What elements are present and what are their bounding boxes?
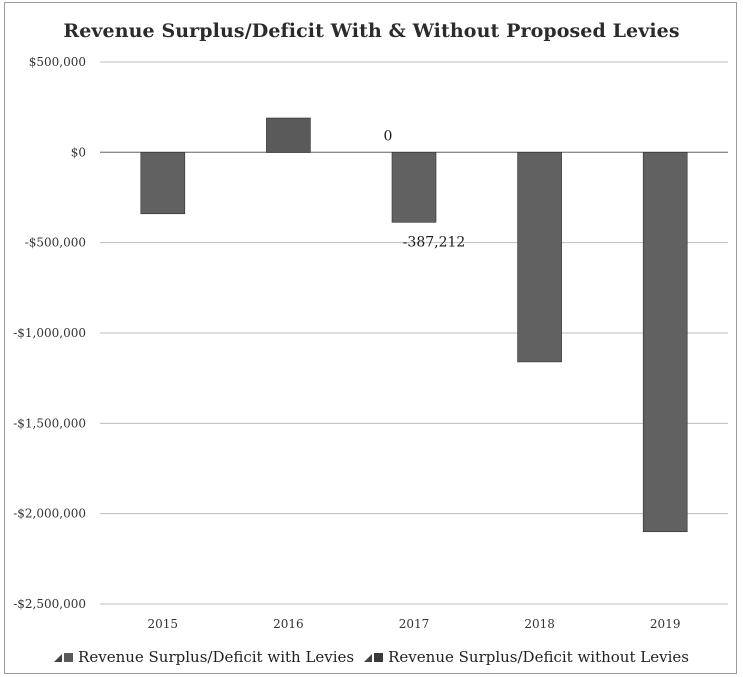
x-tick-label: 2017 — [399, 617, 430, 631]
legend-item-with-levies: Revenue Surplus/Deficit with Levies — [54, 648, 354, 666]
gridlines — [100, 61, 728, 605]
y-tick-label: -$2,000,000 — [13, 507, 86, 521]
bar — [140, 152, 186, 215]
x-tick-label: 2019 — [650, 617, 681, 631]
legend-item-without-levies: Revenue Surplus/Deficit without Levies — [364, 648, 689, 666]
y-tick-label: -$2,500,000 — [13, 597, 86, 611]
data-label: -387,212 — [403, 234, 466, 250]
legend-marker-without-levies — [364, 651, 384, 663]
y-tick-label: $500,000 — [29, 55, 86, 69]
data-labels: 0 -387,212 — [384, 128, 466, 250]
x-tick-label: 2018 — [524, 617, 555, 631]
x-tick-label: 2015 — [148, 617, 179, 631]
x-axis-tick-labels: 2015 2016 2017 2018 2019 — [148, 617, 681, 631]
y-tick-label: -$1,500,000 — [13, 416, 86, 430]
bars — [140, 117, 688, 533]
bar — [266, 117, 311, 153]
legend-label-without-levies: Revenue Surplus/Deficit without Levies — [388, 648, 689, 666]
legend-label-with-levies: Revenue Surplus/Deficit with Levies — [78, 648, 355, 666]
bar — [517, 152, 562, 363]
data-label: 0 — [384, 128, 393, 144]
y-tick-label: $0 — [71, 145, 86, 159]
bar — [391, 152, 437, 223]
chart-title: Revenue Surplus/Deficit With & Without P… — [63, 20, 680, 42]
y-tick-label: -$1,000,000 — [13, 326, 86, 340]
bar — [642, 152, 688, 533]
y-axis-tick-labels: $500,000 $0 -$500,000 -$1,000,000 -$1,500,00… — [13, 55, 86, 611]
legend-marker-with-levies — [54, 651, 74, 663]
y-tick-label: -$500,000 — [25, 236, 86, 250]
x-tick-label: 2016 — [273, 617, 304, 631]
legend: Revenue Surplus/Deficit with Levies Reve… — [0, 648, 743, 666]
chart-frame — [4, 2, 737, 674]
